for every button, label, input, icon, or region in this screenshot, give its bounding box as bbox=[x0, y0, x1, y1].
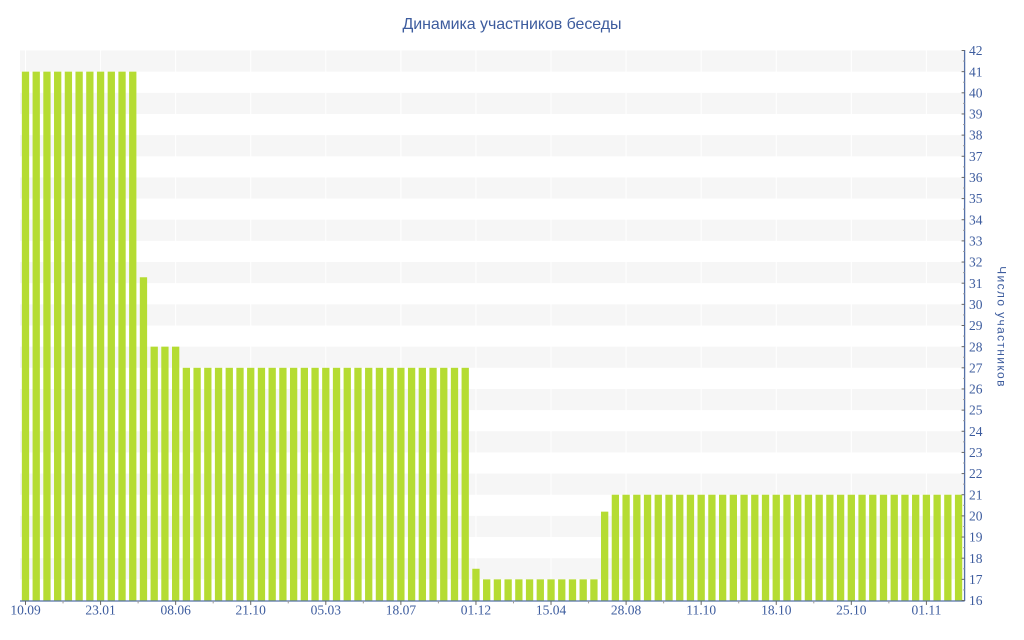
svg-text:08.06: 08.06 bbox=[160, 603, 191, 618]
svg-text:39: 39 bbox=[969, 107, 983, 122]
svg-text:37: 37 bbox=[969, 149, 983, 164]
svg-text:40: 40 bbox=[969, 85, 983, 100]
svg-text:28: 28 bbox=[969, 339, 983, 354]
svg-text:42: 42 bbox=[969, 43, 983, 58]
svg-text:17: 17 bbox=[969, 572, 983, 587]
svg-text:33: 33 bbox=[969, 233, 983, 248]
svg-text:21.10: 21.10 bbox=[236, 603, 267, 618]
svg-text:Динамика участников беседы: Динамика участников беседы bbox=[403, 16, 622, 33]
svg-text:18: 18 bbox=[969, 551, 983, 566]
svg-text:05.03: 05.03 bbox=[311, 603, 342, 618]
svg-text:23: 23 bbox=[969, 445, 983, 460]
svg-text:01.11: 01.11 bbox=[911, 603, 941, 618]
svg-text:26: 26 bbox=[969, 382, 983, 397]
svg-text:35: 35 bbox=[969, 191, 983, 206]
svg-text:16: 16 bbox=[969, 593, 983, 608]
svg-text:31: 31 bbox=[969, 276, 983, 291]
svg-text:36: 36 bbox=[969, 170, 983, 185]
svg-text:01.12: 01.12 bbox=[461, 603, 491, 618]
svg-text:27: 27 bbox=[969, 360, 983, 375]
svg-text:18.07: 18.07 bbox=[386, 603, 417, 618]
svg-text:28.08: 28.08 bbox=[611, 603, 642, 618]
svg-text:22: 22 bbox=[969, 466, 983, 481]
svg-text:30: 30 bbox=[969, 297, 983, 312]
svg-text:23.01: 23.01 bbox=[85, 603, 115, 618]
svg-text:20: 20 bbox=[969, 508, 983, 523]
svg-text:29: 29 bbox=[969, 318, 983, 333]
svg-text:25.10: 25.10 bbox=[836, 603, 867, 618]
svg-text:34: 34 bbox=[969, 212, 983, 227]
svg-text:15.04: 15.04 bbox=[536, 603, 567, 618]
svg-text:25: 25 bbox=[969, 403, 983, 418]
svg-text:10.09: 10.09 bbox=[10, 603, 41, 618]
svg-text:21: 21 bbox=[969, 487, 983, 502]
svg-text:32: 32 bbox=[969, 255, 983, 270]
svg-text:24: 24 bbox=[969, 424, 983, 439]
svg-text:18.10: 18.10 bbox=[761, 603, 792, 618]
svg-text:11.10: 11.10 bbox=[686, 603, 716, 618]
svg-text:38: 38 bbox=[969, 128, 983, 143]
svg-text:19: 19 bbox=[969, 530, 983, 545]
svg-text:41: 41 bbox=[969, 64, 983, 79]
svg-text:Число участников: Число участников bbox=[995, 266, 1009, 388]
